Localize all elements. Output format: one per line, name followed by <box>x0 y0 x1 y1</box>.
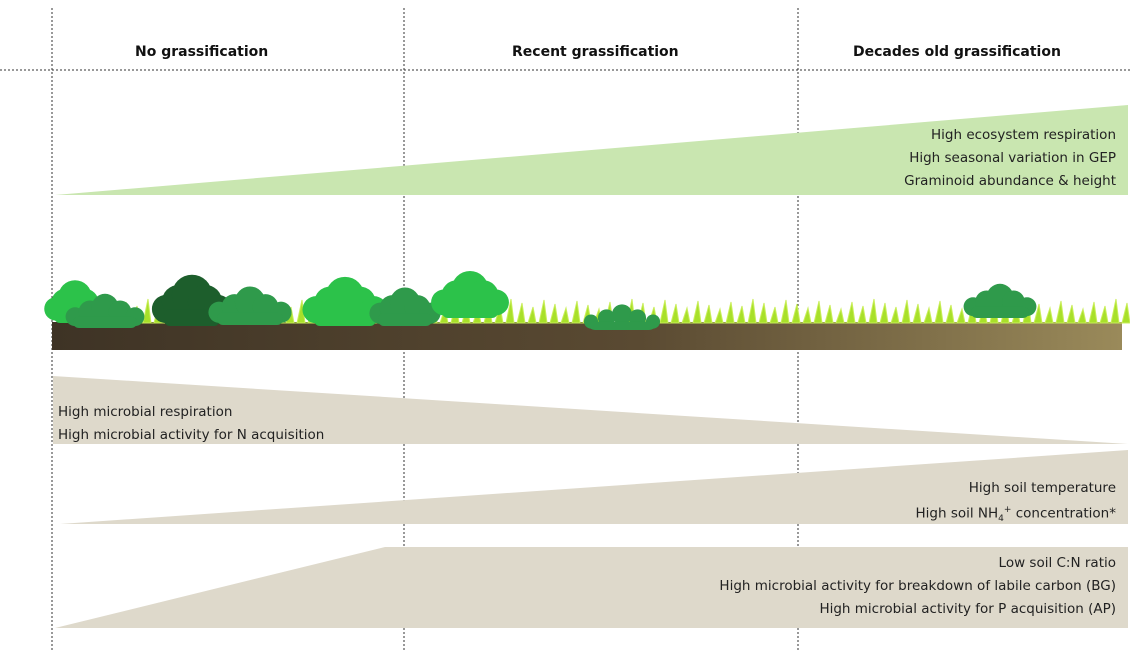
nh4-superscript: + <box>1003 505 1012 515</box>
header-recent-grassification: Recent grassification <box>512 44 679 60</box>
label-soil-temperature: High soil temperature <box>968 480 1116 496</box>
nh4-subscript: 4 <box>998 514 1004 525</box>
nh4-prefix: High soil NH <box>915 505 999 522</box>
label-soil-cn-ratio: Low soil C:N ratio <box>998 555 1116 571</box>
label-graminoid-abundance: Graminoid abundance & height <box>904 173 1116 189</box>
nh4-suffix: concentration* <box>1011 505 1116 522</box>
header-decades-old-grassification: Decades old grassification <box>853 44 1061 60</box>
label-ecosystem-respiration: High ecosystem respiration <box>931 127 1116 143</box>
shrub-4 <box>208 286 292 325</box>
shrub-8 <box>583 304 661 330</box>
shrub-layer <box>44 270 1037 330</box>
bottom-step-wedge <box>55 547 1128 628</box>
shrub-6 <box>369 287 441 326</box>
header-no-grassification: No grassification <box>135 44 269 60</box>
green-increasing-wedge <box>55 105 1128 195</box>
shrub-2 <box>65 293 145 328</box>
label-labile-carbon-bg: High microbial activity for breakdown of… <box>719 578 1116 594</box>
increasing-soil-temp-wedge <box>60 450 1128 524</box>
label-soil-nh4-concentration: High soil NH4+ concentration* <box>916 500 1116 530</box>
label-microbial-n-acquisition: High microbial activity for N acquisitio… <box>58 427 325 443</box>
shrub-9 <box>963 283 1037 318</box>
label-p-acquisition-ap: High microbial activity for P acquisitio… <box>819 601 1116 617</box>
label-microbial-respiration: High microbial respiration <box>58 404 233 420</box>
label-seasonal-variation-gep: High seasonal variation in GEP <box>909 150 1116 166</box>
decreasing-soil-wedge <box>53 376 1128 444</box>
shrub-7 <box>431 270 509 318</box>
